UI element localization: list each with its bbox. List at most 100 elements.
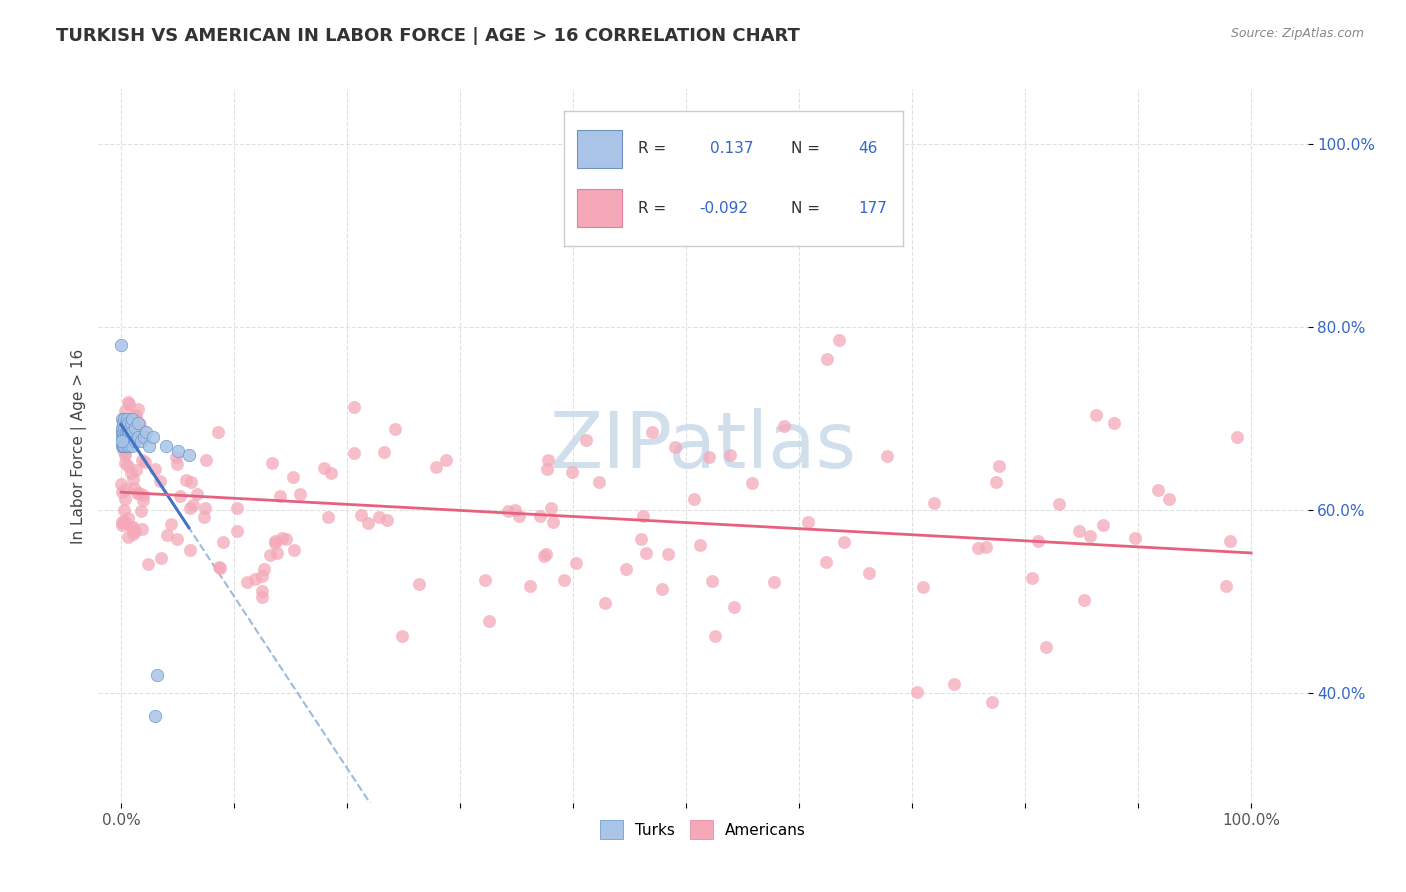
Point xyxy=(131,424,153,438)
Point xyxy=(505,805,527,819)
Point xyxy=(575,434,598,448)
Point xyxy=(814,555,837,569)
Point xyxy=(1215,579,1237,593)
Point xyxy=(131,434,153,449)
Legend: Turks, Americans: Turks, Americans xyxy=(593,814,813,845)
Point xyxy=(1091,517,1114,532)
Point xyxy=(553,573,575,587)
Point xyxy=(657,547,679,561)
Point xyxy=(704,629,727,643)
Point xyxy=(131,453,153,467)
Point xyxy=(349,508,371,522)
Point xyxy=(565,556,588,570)
Point xyxy=(980,696,1002,710)
Point xyxy=(155,439,177,453)
Point xyxy=(110,338,132,352)
Point xyxy=(121,520,143,534)
Point xyxy=(683,491,706,506)
Point xyxy=(112,430,135,444)
Point xyxy=(127,401,149,416)
Point xyxy=(115,411,138,425)
Point xyxy=(132,430,155,444)
Point xyxy=(127,430,149,444)
Point xyxy=(110,477,132,491)
Point xyxy=(138,439,160,453)
Point xyxy=(120,420,142,434)
Point xyxy=(117,425,139,440)
Point xyxy=(111,430,134,444)
Point xyxy=(149,474,172,488)
Point xyxy=(208,561,231,575)
Point xyxy=(243,573,266,587)
Point xyxy=(1147,483,1170,498)
Point xyxy=(180,475,202,490)
Point xyxy=(111,518,134,533)
Point xyxy=(122,420,145,434)
Point xyxy=(111,420,134,434)
Point xyxy=(905,685,928,699)
Point xyxy=(114,425,136,439)
Point xyxy=(922,496,945,510)
Point xyxy=(114,425,136,440)
Point xyxy=(120,430,142,444)
Point xyxy=(117,430,139,444)
Point xyxy=(118,425,141,440)
Point xyxy=(1226,430,1249,444)
Point xyxy=(368,510,391,524)
Point xyxy=(114,516,136,530)
Point xyxy=(208,560,231,574)
Point xyxy=(651,582,673,596)
Point xyxy=(114,404,136,418)
Point xyxy=(179,501,201,516)
Point xyxy=(226,524,249,538)
Point xyxy=(143,462,166,476)
Point xyxy=(986,475,1008,489)
Point xyxy=(114,445,136,459)
Point xyxy=(150,550,173,565)
Point xyxy=(276,532,298,546)
Point xyxy=(112,439,135,453)
Text: ZIPatlas: ZIPatlas xyxy=(550,408,856,484)
Point xyxy=(616,562,638,576)
Point xyxy=(1021,571,1043,585)
Point xyxy=(236,574,259,589)
Point xyxy=(689,539,711,553)
Point xyxy=(974,540,997,554)
Point xyxy=(118,397,141,411)
Point xyxy=(630,532,652,546)
Point xyxy=(165,450,187,464)
Point xyxy=(186,487,208,501)
Point xyxy=(120,434,142,449)
Point xyxy=(697,450,720,464)
Point xyxy=(1073,592,1095,607)
Point xyxy=(117,511,139,525)
Point xyxy=(664,440,686,454)
Point xyxy=(1102,416,1125,430)
Point xyxy=(508,508,530,523)
Point xyxy=(375,513,398,527)
Point xyxy=(114,416,136,430)
Point xyxy=(132,493,155,508)
Point xyxy=(125,486,148,500)
Point xyxy=(124,420,146,434)
Point xyxy=(118,418,141,433)
Point xyxy=(876,450,898,464)
Point xyxy=(474,573,496,587)
Point xyxy=(496,504,519,518)
Point xyxy=(797,515,820,529)
Point xyxy=(391,629,413,643)
Point xyxy=(408,576,430,591)
Point xyxy=(120,466,142,480)
Point xyxy=(112,425,135,440)
Point xyxy=(373,445,395,459)
Point xyxy=(541,515,564,529)
Point xyxy=(264,535,287,549)
Point xyxy=(212,535,235,549)
Point xyxy=(269,489,291,503)
Text: TURKISH VS AMERICAN IN LABOR FORCE | AGE > 16 CORRELATION CHART: TURKISH VS AMERICAN IN LABOR FORCE | AGE… xyxy=(56,27,800,45)
Point xyxy=(169,489,191,503)
Point xyxy=(179,542,201,557)
Point xyxy=(817,352,839,367)
Point xyxy=(112,514,135,528)
Point xyxy=(112,439,135,453)
